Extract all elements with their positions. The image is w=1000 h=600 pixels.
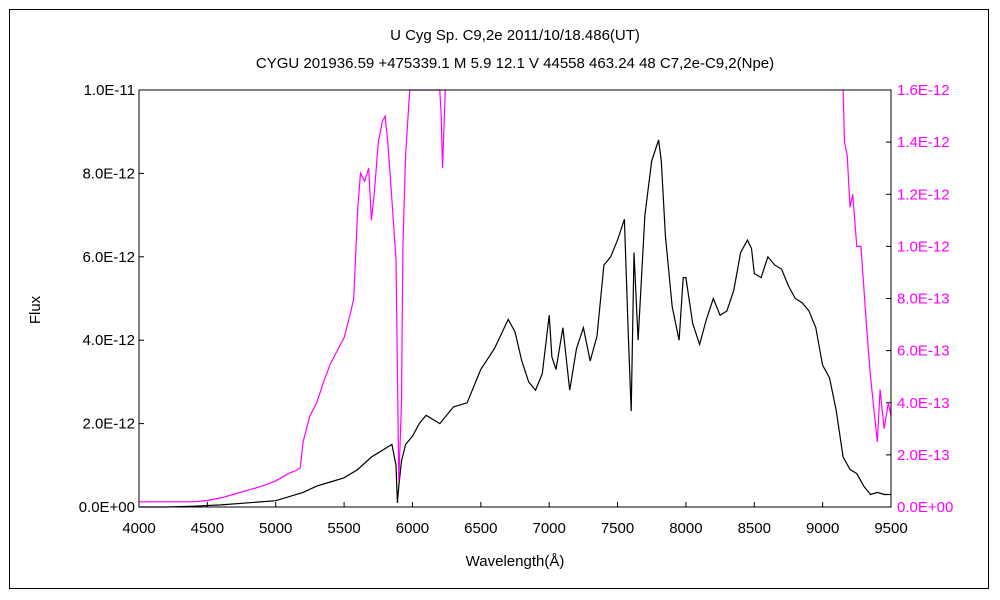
x-tick-label: 5000: [259, 520, 292, 537]
black-flux-line: [139, 139, 891, 508]
y-tick-label: 8.0E-12: [82, 165, 135, 182]
y2-tick-label: 2.0E-13: [897, 447, 950, 464]
y-axis-ticks: 0.0E+00 2.0E-12 4.0E-12 6.0E-12 8.0E-12 1.0E-…: [79, 82, 144, 516]
y2-tick-label: 1.6E-12: [897, 82, 950, 99]
x-tick-label: 9500: [874, 520, 907, 537]
y2-axis-ticks: 0.0E+00 2.0E-13 4.0E-13 6.0E-13 8.0E-13 1.0E-…: [886, 82, 953, 516]
y2-tick-label: 0.0E+00: [897, 499, 953, 516]
x-tick-label: 4000: [122, 520, 155, 537]
x-tick-label: 6000: [396, 520, 429, 537]
magenta-flux-line: [842, 89, 892, 442]
x-tick-label: 9000: [806, 520, 839, 537]
y2-tick-label: 1.0E-12: [897, 238, 950, 255]
y-tick-label: 0.0E+00: [79, 499, 135, 516]
chart-subtitle: CYGU 201936.59 +475339.1 M 5.9 12.1 V 44…: [256, 55, 774, 72]
y-tick-label: 2.0E-12: [82, 416, 135, 433]
x-tick-label: 4500: [191, 520, 224, 537]
x-tick-label: 8000: [669, 520, 702, 537]
y-tick-label: 1.0E-11: [84, 82, 135, 99]
x-tick-label: 6500: [464, 520, 497, 537]
y2-tick-label: 1.2E-12: [897, 186, 950, 203]
y-tick-label: 6.0E-12: [82, 249, 135, 266]
y2-tick-label: 6.0E-13: [897, 343, 950, 360]
x-axis-label: Wavelength(Å): [466, 553, 565, 570]
chart-title: U Cyg Sp. C9,2e 2011/10/18.486(UT): [390, 27, 640, 44]
y2-tick-label: 8.0E-13: [897, 291, 950, 308]
x-tick-label: 7000: [532, 520, 565, 537]
x-axis-ticks: 4000 4500 5000 5500 6000 6500 7000 7500 8000 8500…: [122, 502, 908, 537]
x-tick-label: 8500: [738, 520, 771, 537]
y-axis-label: Flux: [27, 295, 44, 324]
y2-tick-label: 4.0E-13: [897, 395, 950, 412]
series-layer: [139, 89, 892, 508]
chart-frame: [9, 9, 989, 589]
magenta-flux-line: [139, 89, 446, 503]
x-tick-label: 5500: [327, 520, 360, 537]
plot-area: [138, 89, 892, 508]
y2-tick-label: 1.4E-12: [897, 134, 950, 151]
x-tick-label: 7500: [601, 520, 634, 537]
y-tick-label: 4.0E-12: [82, 332, 135, 349]
